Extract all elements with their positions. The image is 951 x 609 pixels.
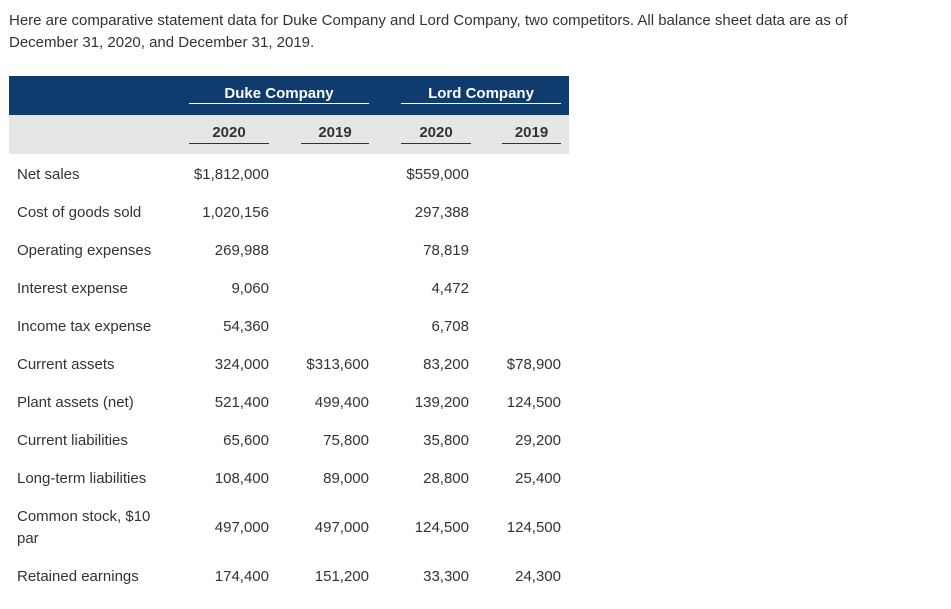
cell-duke-2019: 89,000 (323, 470, 369, 487)
cell-lord-2020: 139,200 (414, 394, 469, 411)
cell-duke-2020: 108,400 (214, 470, 269, 487)
cell-duke-2020: 9,060 (231, 280, 269, 297)
row-label: Operating expenses (17, 242, 152, 259)
year-header-lord-2020: 2020 (401, 124, 471, 144)
company-header-duke: Duke Company (189, 85, 369, 104)
cell-lord-2020: $559,000 (406, 166, 469, 183)
row-label: Net sales (17, 166, 80, 183)
table-row: Operating expenses 269,988 78,819 (9, 230, 569, 268)
comparative-data-table: Duke Company Lord Company 2020 2019 2020… (9, 76, 569, 594)
row-label: Current assets (17, 356, 115, 373)
cell-lord-2020: 297,388 (414, 204, 469, 221)
cell-lord-2020: 35,800 (423, 432, 469, 449)
table-row: Current assets 324,000 $313,600 83,200 $… (9, 344, 569, 382)
table-row: Long-term liabilities 108,400 89,000 28,… (9, 458, 569, 496)
row-label: Common stock, $10 par (17, 508, 151, 547)
cell-duke-2019: 499,400 (314, 394, 369, 411)
cell-duke-2020: 174,400 (214, 568, 269, 585)
year-header-row: 2020 2019 2020 2019 (9, 115, 569, 154)
cell-lord-2019: $78,900 (506, 356, 561, 373)
intro-text: Here are comparative statement data for … (9, 12, 848, 51)
table-row: Net sales $1,812,000 $559,000 (9, 154, 569, 192)
cell-duke-2020: 497,000 (214, 519, 269, 536)
row-label: Income tax expense (17, 318, 152, 335)
cell-duke-2020: 269,988 (214, 242, 269, 259)
row-label: Cost of goods sold (17, 204, 142, 221)
cell-duke-2020: $1,812,000 (193, 166, 269, 183)
row-label: Long-term liabilities (17, 470, 147, 487)
cell-lord-2019: 124,500 (506, 519, 561, 536)
cell-lord-2020: 4,472 (431, 280, 469, 297)
row-label: Current liabilities (17, 432, 128, 449)
cell-duke-2020: 324,000 (214, 356, 269, 373)
cell-duke-2019: $313,600 (306, 356, 369, 373)
row-label: Plant assets (net) (17, 394, 134, 411)
cell-duke-2019: 151,200 (314, 568, 369, 585)
table-row: Common stock, $10 par 497,000 497,000 12… (9, 496, 569, 556)
cell-duke-2020: 1,020,156 (202, 204, 269, 221)
row-label: Interest expense (17, 280, 128, 297)
cell-lord-2020: 33,300 (423, 568, 469, 585)
cell-duke-2019: 497,000 (314, 519, 369, 536)
cell-duke-2020: 521,400 (214, 394, 269, 411)
cell-lord-2020: 78,819 (423, 242, 469, 259)
table-row: Retained earnings 174,400 151,200 33,300… (9, 556, 569, 594)
row-label: Retained earnings (17, 568, 139, 585)
cell-lord-2020: 6,708 (431, 318, 469, 335)
table-row: Cost of goods sold 1,020,156 297,388 (9, 192, 569, 230)
year-header-duke-2019: 2019 (301, 124, 369, 144)
cell-lord-2019: 24,300 (515, 568, 561, 585)
table-row: Current liabilities 65,600 75,800 35,800… (9, 420, 569, 458)
table-row: Plant assets (net) 521,400 499,400 139,2… (9, 382, 569, 420)
year-header-duke-2020: 2020 (189, 124, 269, 144)
year-header-lord-2019: 2019 (502, 124, 561, 144)
cell-duke-2020: 65,600 (223, 432, 269, 449)
company-header-lord: Lord Company (401, 85, 561, 104)
cell-duke-2020: 54,360 (223, 318, 269, 335)
cell-lord-2019: 124,500 (506, 394, 561, 411)
table-row: Income tax expense 54,360 6,708 (9, 306, 569, 344)
table-row: Interest expense 9,060 4,472 (9, 268, 569, 306)
company-header-row: Duke Company Lord Company (9, 76, 569, 115)
cell-lord-2020: 83,200 (423, 356, 469, 373)
cell-duke-2019: 75,800 (323, 432, 369, 449)
cell-lord-2020: 28,800 (423, 470, 469, 487)
cell-lord-2019: 25,400 (515, 470, 561, 487)
cell-lord-2020: 124,500 (414, 519, 469, 536)
cell-lord-2019: 29,200 (515, 432, 561, 449)
